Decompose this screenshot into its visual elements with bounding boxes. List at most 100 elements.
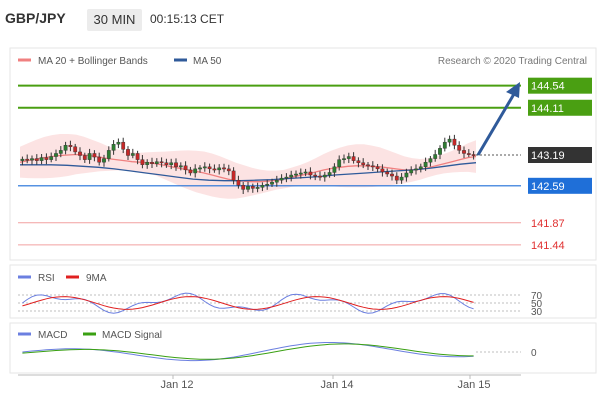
candle-up — [346, 156, 351, 159]
candle-down — [466, 153, 471, 155]
resistance-label: 144.54 — [531, 81, 565, 93]
candle-down — [308, 171, 313, 176]
x-axis-ticks: Jan 12 Jan 14 Jan 15 — [160, 375, 491, 391]
candle-up — [423, 161, 428, 168]
candle-up — [246, 186, 250, 190]
rsi-ma-line — [22, 296, 474, 310]
candle-up — [130, 153, 135, 156]
candle-down — [97, 156, 102, 163]
candle-down — [44, 157, 49, 160]
candle-up — [49, 156, 54, 160]
macd-signal-line — [22, 343, 474, 360]
candle-up — [332, 166, 337, 173]
forecast-arrow-head — [506, 82, 520, 98]
timeframe-badge[interactable]: 30 MIN — [87, 9, 142, 31]
candle-up — [260, 185, 265, 188]
candle-down — [390, 173, 394, 177]
candle-down — [375, 166, 380, 170]
candle-down — [135, 153, 140, 160]
candle-up — [169, 162, 174, 165]
candle-down — [462, 150, 466, 154]
resistance-label: 144.11 — [531, 103, 564, 115]
candle-down — [68, 145, 73, 147]
candle-down — [250, 186, 255, 189]
chart-header: GBP/JPY 30 MIN 00:15:13 CET — [0, 0, 604, 40]
ma50-line — [20, 162, 477, 182]
candle-up — [438, 148, 442, 155]
macd-legend-label: MACD — [38, 330, 67, 341]
candle-down — [121, 141, 126, 150]
candle-up — [303, 171, 308, 174]
candle-down — [188, 169, 193, 174]
candle-up — [193, 168, 198, 174]
candle-up — [54, 153, 58, 157]
macd-line — [22, 342, 474, 362]
candle-down — [34, 158, 39, 161]
timestamp: 00:15:13 CET — [150, 12, 225, 26]
resistance-tag — [528, 99, 592, 116]
candle-down — [457, 145, 462, 151]
candle-down — [452, 138, 457, 146]
candle-down — [159, 161, 164, 164]
pivot-label: 142.59 — [531, 181, 565, 193]
candle-up — [39, 157, 44, 161]
candle-up — [414, 168, 418, 171]
candle-down — [236, 179, 241, 186]
macd-signal-legend-label: MACD Signal — [102, 330, 162, 341]
x-tick-label: Jan 15 — [457, 379, 490, 391]
ma50-legend-label: MA 50 — [193, 56, 222, 67]
candle-up — [327, 172, 332, 176]
bollinger-band-fill — [20, 134, 476, 199]
candle-up — [198, 167, 202, 170]
last-price-tag — [528, 147, 592, 163]
support-label: 141.87 — [531, 218, 565, 230]
candle-down — [380, 168, 385, 173]
forecast-arrow-line — [476, 93, 516, 156]
candle-up — [145, 161, 150, 165]
candle-up — [178, 165, 183, 168]
candle-up — [30, 158, 34, 161]
candle-up — [298, 172, 303, 175]
candle-up — [279, 177, 284, 181]
rsi-tick-label: 50 — [531, 299, 543, 310]
candle-up — [265, 184, 270, 186]
candle-down — [174, 162, 178, 168]
candle-up — [102, 158, 106, 163]
credit-text: Research © 2020 Trading Central — [438, 56, 587, 67]
candle-down — [92, 153, 97, 158]
x-tick-label: Jan 14 — [320, 379, 353, 391]
rsi-panel-frame — [9, 264, 597, 319]
bollinger-bands — [20, 134, 476, 199]
rsi-tick-label: 70 — [531, 291, 543, 302]
candle-up — [433, 154, 438, 159]
candle-down — [150, 161, 154, 164]
candle-down — [351, 156, 356, 161]
macd-panel-frame — [9, 322, 597, 374]
candle-down — [226, 168, 231, 172]
candle-down — [231, 170, 236, 181]
ma20-legend-label: MA 20 + Bollinger Bands — [38, 56, 148, 67]
candlesticks — [20, 134, 476, 195]
candle-down — [356, 160, 361, 163]
candle-up — [87, 153, 92, 160]
candle-down — [361, 162, 366, 165]
candle-down — [394, 175, 399, 181]
candle-down — [241, 185, 246, 190]
candle-down — [212, 168, 217, 171]
candle-up — [217, 167, 222, 171]
candle-down — [126, 149, 130, 156]
pivot-tag — [528, 177, 592, 194]
candle-down — [82, 155, 87, 160]
rsi-line — [22, 292, 474, 314]
candle-down — [313, 174, 318, 177]
resistance-tag — [528, 77, 592, 94]
candle-up — [116, 141, 121, 145]
candle-up — [202, 166, 207, 169]
rsi-tick-label: 30 — [531, 307, 543, 318]
candle-up — [270, 182, 274, 185]
rsi-legend-label: RSI — [38, 273, 55, 284]
candle-up — [294, 173, 298, 176]
